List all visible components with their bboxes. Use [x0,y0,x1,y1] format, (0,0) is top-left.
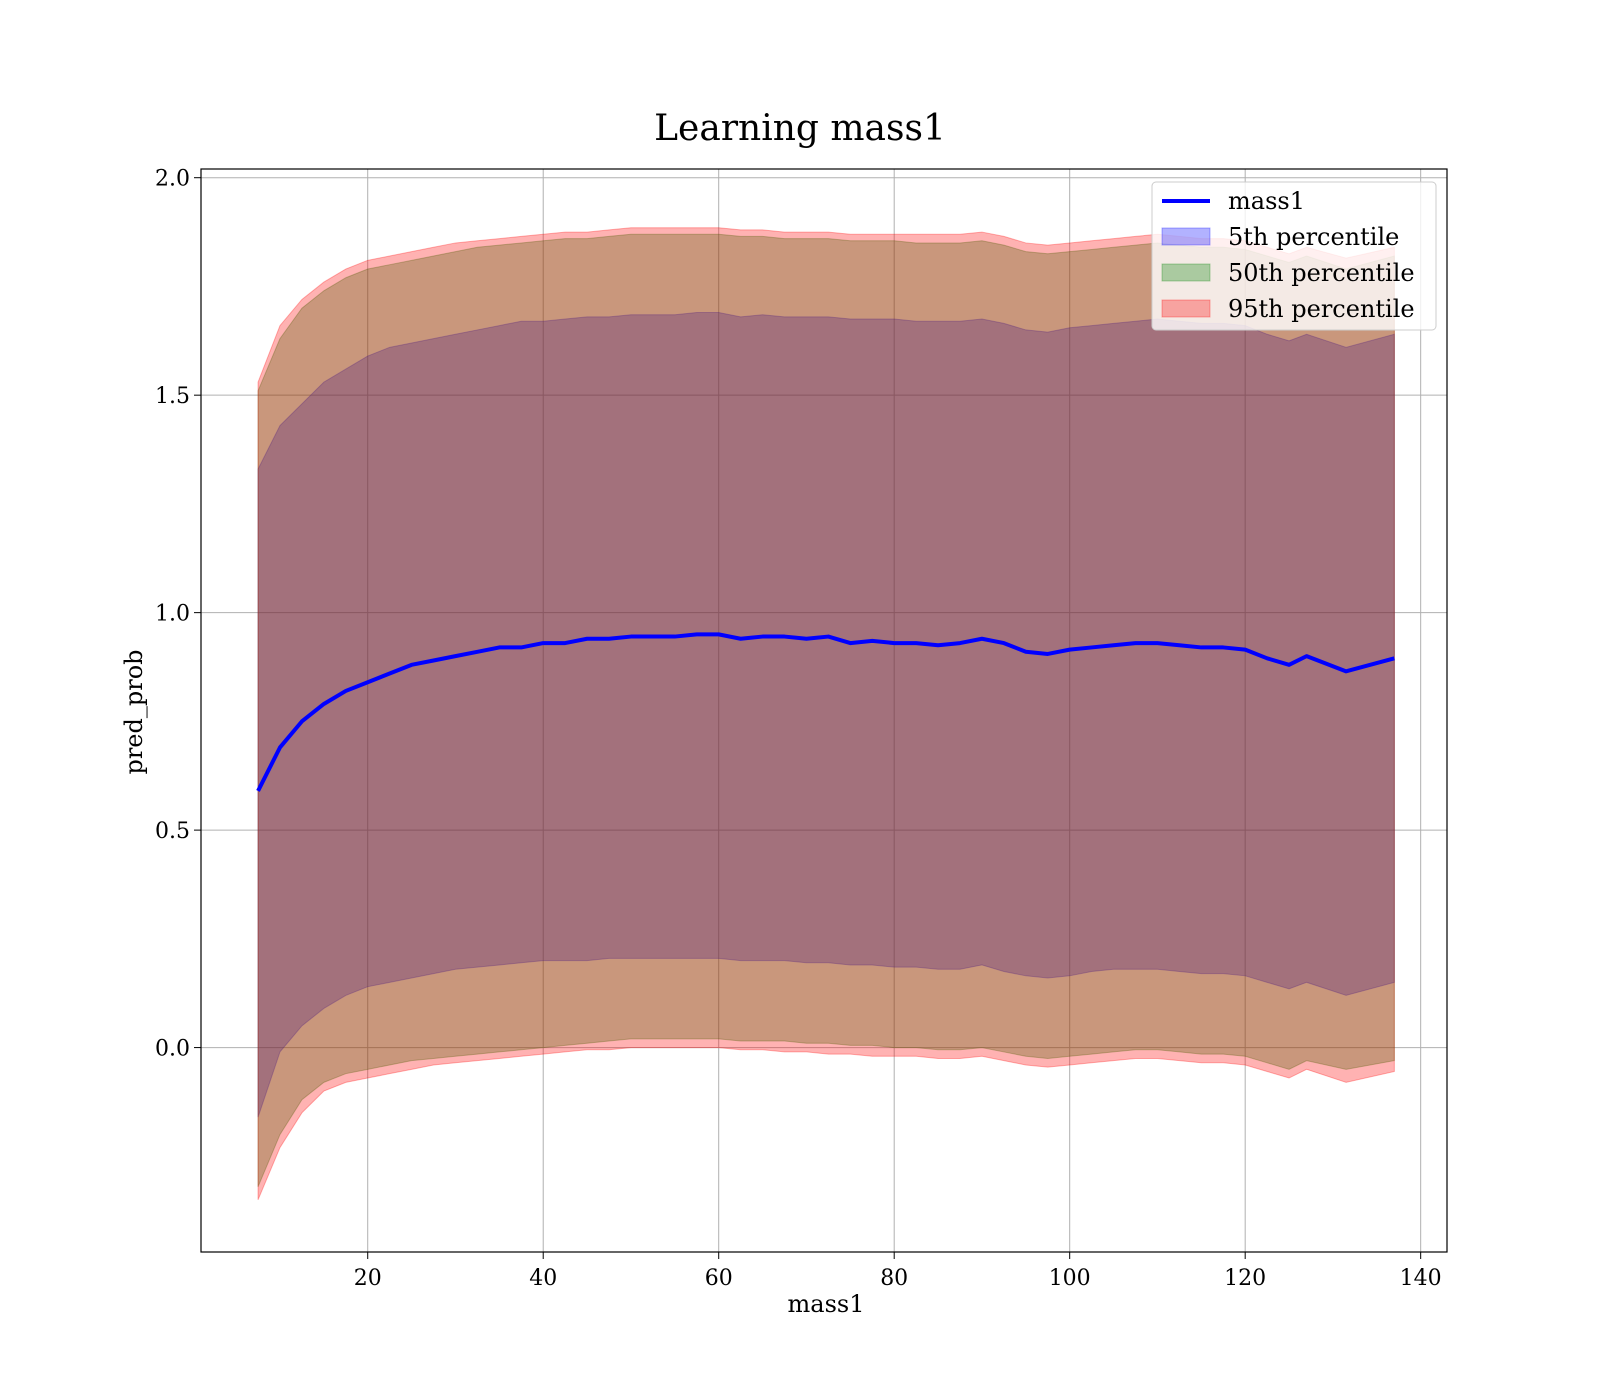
band-95th [257,227,1395,1201]
x-tick-label: 100 [1049,1266,1091,1291]
chart-title: Learning mass1 [654,108,946,149]
x-tick-label: 40 [529,1266,557,1291]
x-tick-label: 60 [705,1266,733,1291]
y-tick-label: 2.0 [155,167,190,192]
legend-box [1151,181,1437,331]
x-tick-label: 20 [354,1266,382,1291]
band-5th [257,312,1395,1118]
legend-label-50th: 50th percentile [1228,259,1415,287]
x-axis-ticks: 20 40 60 80 100 120 140 [354,1252,1442,1291]
y-tick-label: 0.5 [155,819,190,844]
legend-label-5th: 5th percentile [1228,223,1399,251]
series-lines [256,632,1395,792]
legend-label-95th: 95th percentile [1228,295,1415,323]
legend-swatch-5th [1161,227,1211,246]
plot-frame [200,168,1448,1253]
line-mass1 [256,632,1395,792]
grid [201,169,1447,1252]
x-tick-label: 120 [1224,1266,1266,1291]
legend-swatch-50th [1161,263,1211,282]
legend-swatch-95th [1161,299,1211,318]
y-tick-label: 1.5 [155,384,190,409]
band-50th [257,233,1395,1187]
x-tick-label: 140 [1400,1266,1442,1291]
x-tick-label: 80 [880,1266,908,1291]
legend: mass1 5th percentile 50th percentile 95t… [1151,181,1437,331]
percentile-bands [257,227,1395,1201]
y-axis-label: pred_prob [120,649,148,774]
y-tick-label: 0.0 [155,1037,190,1062]
y-tick-label: 1.0 [155,602,190,627]
legend-label-mass1: mass1 [1228,187,1305,215]
y-axis-ticks: 0.0 0.5 1.0 1.5 2.0 [155,167,201,1062]
x-axis-label: mass1 [788,1290,865,1318]
